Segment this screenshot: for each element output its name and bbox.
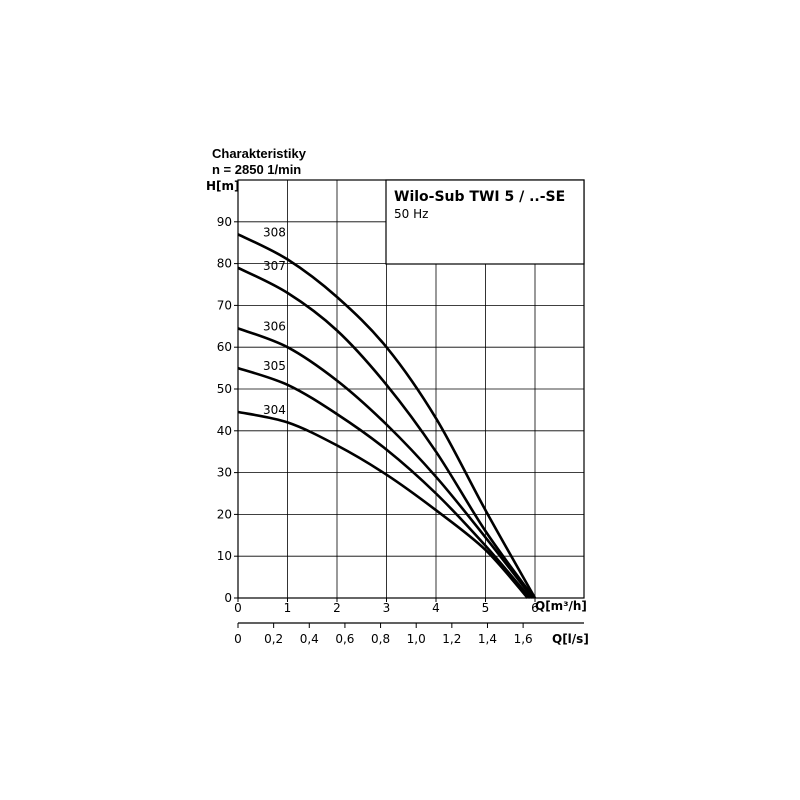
x2-tick-label: 0,2 — [264, 632, 283, 646]
chart-header-speed: n = 2850 1/min — [212, 162, 302, 177]
x-tick-label: 0 — [234, 601, 242, 615]
x2-tick-label: 0,6 — [335, 632, 354, 646]
legend-box — [385, 179, 585, 265]
y-tick-label: 30 — [217, 466, 232, 480]
secondary-x-axis-label: Q[l/s] — [552, 632, 589, 646]
pump-curve-305 — [237, 366, 531, 599]
pump-curve-306 — [237, 327, 534, 599]
secondary-tick-labels: 0 0,2 0,4 0,6 0,8 1,0 1,2 1,4 1,6 — [234, 623, 533, 646]
y-axis-label: H[m] — [206, 179, 240, 193]
series-label-305: 305 — [263, 359, 286, 373]
y-tick-label: 60 — [217, 340, 232, 354]
x-tick-label: 1 — [284, 601, 292, 615]
pump-curve-307 — [237, 266, 536, 599]
x2-tick-label: 1,0 — [407, 632, 426, 646]
x2-tick-label: 1,2 — [442, 632, 461, 646]
chart-header-title: Charakteristiky — [212, 146, 306, 161]
series-label-304: 304 — [263, 403, 286, 417]
x2-tick-label: 0 — [234, 632, 242, 646]
x-tick-label: 2 — [333, 601, 341, 615]
x2-tick-label: 1,6 — [514, 632, 533, 646]
y-tick-label: 0 — [224, 591, 232, 605]
legend-frequency: 50 Hz — [394, 207, 428, 221]
series-label-308: 308 — [263, 225, 286, 239]
x2-tick-label: 1,4 — [478, 632, 497, 646]
y-tick-label: 40 — [217, 424, 232, 438]
x-tick-label: 4 — [432, 601, 440, 615]
x2-tick-label: 0,4 — [300, 632, 319, 646]
curves: 304 305 306 307 308 — [237, 225, 537, 599]
pump-curve-308 — [237, 233, 537, 599]
x-axis-label: Q[m³/h] — [535, 599, 587, 613]
y-tick-label: 50 — [217, 382, 232, 396]
x2-tick-label: 0,8 — [371, 632, 390, 646]
y-tick-label: 10 — [217, 549, 232, 563]
y-tick-label: 70 — [217, 298, 232, 312]
series-label-306: 306 — [263, 319, 286, 333]
legend-title: Wilo-Sub TWI 5 / ..-SE — [394, 189, 565, 205]
pump-curve-304 — [237, 410, 529, 599]
y-tick-label: 20 — [217, 507, 232, 521]
x-tick-label: 5 — [482, 601, 490, 615]
y-tick-label: 90 — [217, 215, 232, 229]
tick-labels: 0 10 20 30 40 50 60 70 80 90 0 1 2 3 4 5 6 — [217, 215, 539, 615]
series-label-307: 307 — [263, 259, 286, 273]
x-tick-label: 6 — [531, 601, 539, 615]
y-tick-label: 80 — [217, 257, 232, 271]
x-tick-label: 3 — [383, 601, 391, 615]
